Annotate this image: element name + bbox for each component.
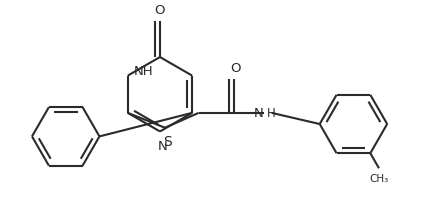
Text: N: N bbox=[157, 140, 167, 153]
Text: O: O bbox=[230, 62, 240, 75]
Text: N: N bbox=[253, 107, 263, 120]
Text: NH: NH bbox=[134, 65, 153, 78]
Text: O: O bbox=[154, 4, 165, 17]
Text: S: S bbox=[162, 135, 171, 149]
Text: CH₃: CH₃ bbox=[368, 174, 388, 184]
Text: H: H bbox=[266, 107, 275, 120]
